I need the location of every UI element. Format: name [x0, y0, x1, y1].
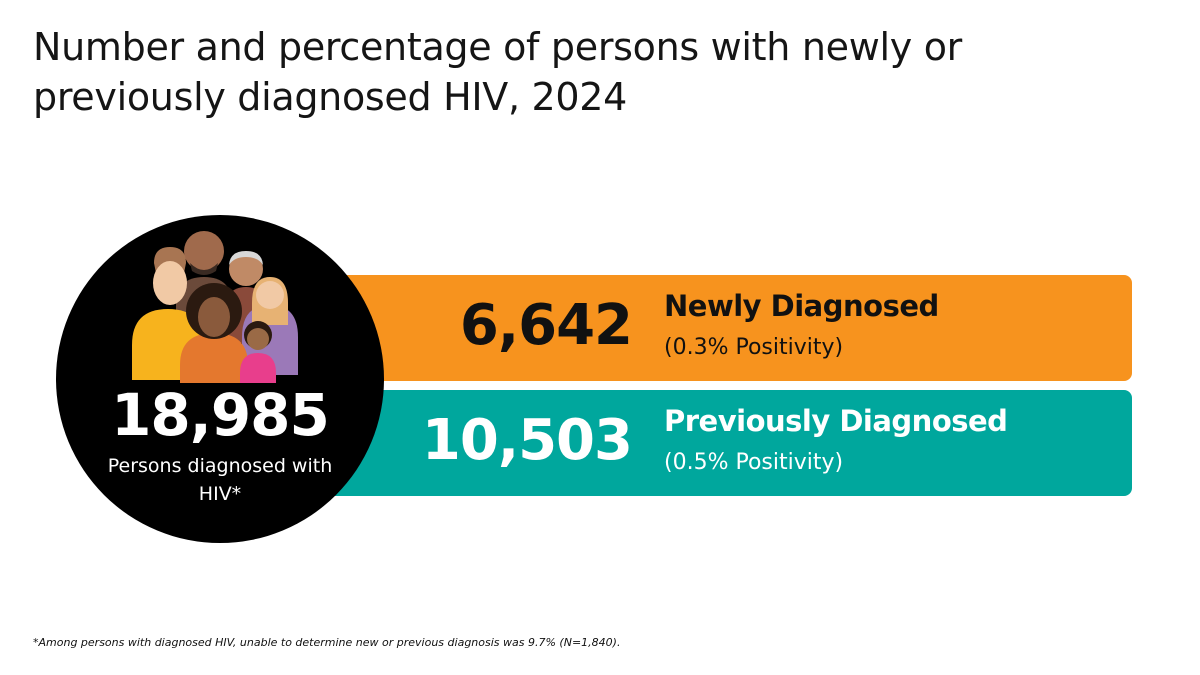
newly-diagnosed-count: 6,642 — [459, 293, 633, 358]
previously-diagnosed-band: 10,503 Previously Diagnosed (0.5% Positi… — [300, 390, 1132, 496]
previously-diagnosed-label: Previously Diagnosed — [664, 404, 1008, 438]
newly-diagnosed-label: Newly Diagnosed — [664, 289, 939, 323]
total-label: Persons diagnosed with HIV* — [107, 455, 333, 505]
newly-diagnosed-band: 6,642 Newly Diagnosed (0.3% Positivity) — [300, 275, 1132, 381]
page-title: Number and percentage of persons with ne… — [33, 25, 962, 119]
footnote: *Among persons with diagnosed HIV, unabl… — [33, 636, 621, 649]
previously-diagnosed-positivity: (0.5% Positivity) — [664, 450, 844, 475]
previously-diagnosed-count: 10,503 — [421, 408, 633, 473]
newly-diagnosed-positivity: (0.3% Positivity) — [664, 335, 844, 360]
people-group-icon — [132, 231, 298, 383]
total-circle: 18,985 Persons diagnosed with HIV* — [56, 215, 384, 543]
total-count: 18,985 — [111, 381, 330, 449]
